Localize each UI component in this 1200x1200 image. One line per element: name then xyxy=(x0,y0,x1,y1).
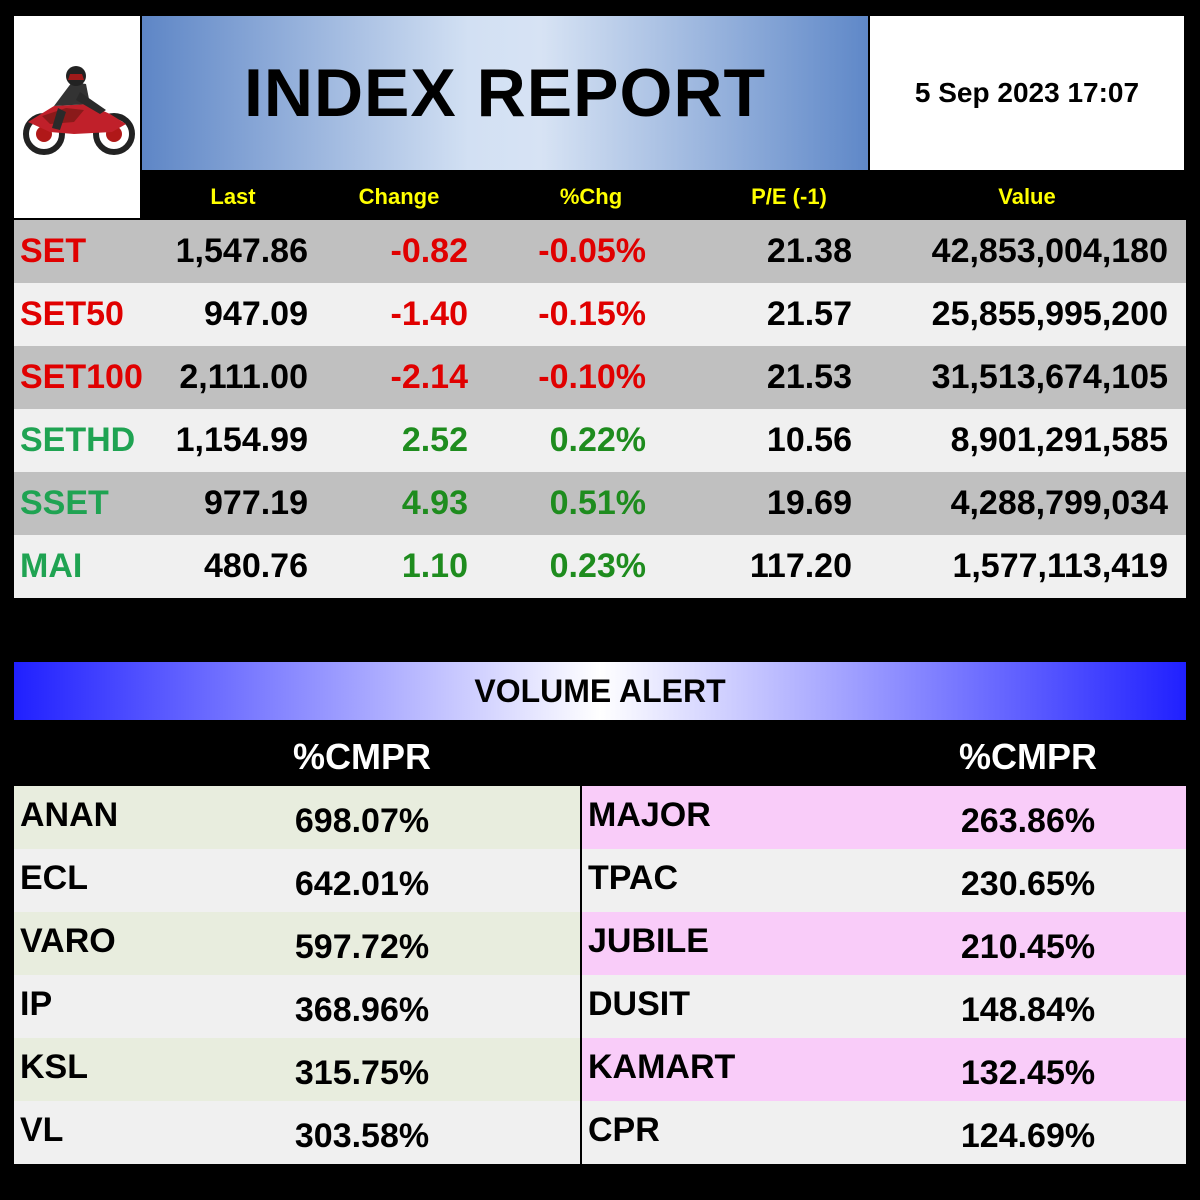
stock-cmpr: 315.75% xyxy=(294,1054,430,1092)
stock-cmpr: 230.65% xyxy=(960,865,1096,903)
index-name: SET50 xyxy=(20,295,124,333)
index-name: MAI xyxy=(20,547,83,585)
right-cmpr-header: %CMPR xyxy=(958,736,1097,777)
stock-symbol: DUSIT xyxy=(588,985,690,1023)
index-value: 4,288,799,034 xyxy=(950,484,1168,522)
index-change: 2.52 xyxy=(401,421,468,459)
list-item: ECL 642.01% xyxy=(14,849,580,912)
index-pe: 19.69 xyxy=(766,484,852,522)
list-item: ANAN 698.07% xyxy=(14,786,580,849)
stock-symbol: JUBILE xyxy=(588,922,709,960)
index-row: SET100 2,111.00 -2.14 -0.10% 21.53 31,51… xyxy=(14,346,1186,409)
report-title: INDEX REPORT xyxy=(243,55,767,131)
index-pct-change: -0.05% xyxy=(538,232,646,270)
index-change: -0.82 xyxy=(390,232,469,270)
stock-cmpr: 210.45% xyxy=(960,928,1096,966)
col-header-value: Value xyxy=(998,184,1056,209)
index-row: SET50 947.09 -1.40 -0.15% 21.57 25,855,9… xyxy=(14,283,1186,346)
index-pct-change: -0.15% xyxy=(538,295,646,333)
index-pe: 21.38 xyxy=(766,232,852,270)
stock-symbol: KAMART xyxy=(588,1048,736,1086)
index-change: -2.14 xyxy=(390,358,469,396)
stock-cmpr: 368.96% xyxy=(294,991,430,1029)
volume-alert-banner: VOLUME ALERT xyxy=(14,662,1186,720)
index-value: 31,513,674,105 xyxy=(931,358,1168,396)
report-date-box: 5 Sep 2023 17:07 xyxy=(870,16,1184,170)
list-item: TPAC 230.65% xyxy=(582,849,1186,912)
list-item: DUSIT 148.84% xyxy=(582,975,1186,1038)
index-pe: 117.20 xyxy=(749,547,852,585)
index-pct-change: 0.51% xyxy=(549,484,646,522)
index-last: 947.09 xyxy=(204,295,308,333)
stock-cmpr: 303.58% xyxy=(294,1117,430,1155)
list-item: IP 368.96% xyxy=(14,975,580,1038)
list-item: MAJOR 263.86% xyxy=(582,786,1186,849)
index-value: 25,855,995,200 xyxy=(931,295,1168,333)
stock-cmpr: 642.01% xyxy=(294,865,430,903)
index-row: SET 1,547.86 -0.82 -0.05% 21.38 42,853,0… xyxy=(14,220,1186,283)
stock-symbol: VARO xyxy=(20,922,116,960)
index-last: 480.76 xyxy=(204,547,308,585)
stock-cmpr: 597.72% xyxy=(294,928,430,966)
index-pct-change: 0.22% xyxy=(549,421,646,459)
index-last: 1,154.99 xyxy=(175,421,308,459)
index-pe: 10.56 xyxy=(766,421,852,459)
index-last: 2,111.00 xyxy=(179,358,308,396)
index-pe: 21.57 xyxy=(766,295,852,333)
index-change: 4.93 xyxy=(401,484,468,522)
list-item: KSL 315.75% xyxy=(14,1038,580,1101)
col-header-last: Last xyxy=(210,184,256,209)
stock-symbol: IP xyxy=(20,985,53,1023)
index-change: 1.10 xyxy=(401,547,468,585)
index-row: SETHD 1,154.99 2.52 0.22% 10.56 8,901,29… xyxy=(14,409,1186,472)
list-item: VARO 597.72% xyxy=(14,912,580,975)
left-cmpr-header: %CMPR xyxy=(292,736,431,777)
index-name: SET xyxy=(20,232,87,270)
index-row: SSET 977.19 4.93 0.51% 19.69 4,288,799,0… xyxy=(14,472,1186,535)
list-item: CPR 124.69% xyxy=(582,1101,1186,1164)
index-name: SET100 xyxy=(20,358,143,396)
stock-cmpr: 263.86% xyxy=(960,802,1096,840)
report-title-banner: INDEX REPORT xyxy=(142,16,868,170)
index-pe: 21.53 xyxy=(766,358,852,396)
stock-cmpr: 148.84% xyxy=(960,991,1096,1029)
index-name: SSET xyxy=(20,484,109,522)
stock-symbol: MAJOR xyxy=(588,796,711,834)
column-divider xyxy=(580,786,582,1164)
index-value: 8,901,291,585 xyxy=(950,421,1168,459)
list-item: VL 303.58% xyxy=(14,1101,580,1164)
motorcycle-rider-icon xyxy=(23,66,135,155)
index-last: 977.19 xyxy=(204,484,308,522)
index-change: -1.40 xyxy=(390,295,469,333)
col-header-change: Change xyxy=(358,184,440,209)
list-item: KAMART 132.45% xyxy=(582,1038,1186,1101)
list-item: JUBILE 210.45% xyxy=(582,912,1186,975)
col-header-pct-chg: %Chg xyxy=(559,184,623,209)
volume-alert-title: VOLUME ALERT xyxy=(474,672,726,709)
index-pct-change: 0.23% xyxy=(549,547,646,585)
index-last: 1,547.86 xyxy=(175,232,308,270)
stock-symbol: TPAC xyxy=(588,859,679,897)
stock-cmpr: 132.45% xyxy=(960,1054,1096,1092)
stock-cmpr: 698.07% xyxy=(294,802,430,840)
stock-symbol: ECL xyxy=(20,859,88,897)
col-header-pe: P/E (-1) xyxy=(751,184,827,209)
logo xyxy=(14,16,140,218)
stock-symbol: CPR xyxy=(588,1111,660,1149)
stock-symbol: VL xyxy=(20,1111,64,1149)
index-pct-change: -0.10% xyxy=(538,358,646,396)
stock-cmpr: 124.69% xyxy=(960,1117,1096,1155)
index-value: 1,577,113,419 xyxy=(952,547,1168,585)
index-row: MAI 480.76 1.10 0.23% 117.20 1,577,113,4… xyxy=(14,535,1186,598)
index-name: SETHD xyxy=(20,421,136,459)
stock-symbol: ANAN xyxy=(20,796,119,834)
index-value: 42,853,004,180 xyxy=(931,232,1168,270)
report-datetime: 5 Sep 2023 17:07 xyxy=(914,77,1140,108)
stock-symbol: KSL xyxy=(20,1048,88,1086)
